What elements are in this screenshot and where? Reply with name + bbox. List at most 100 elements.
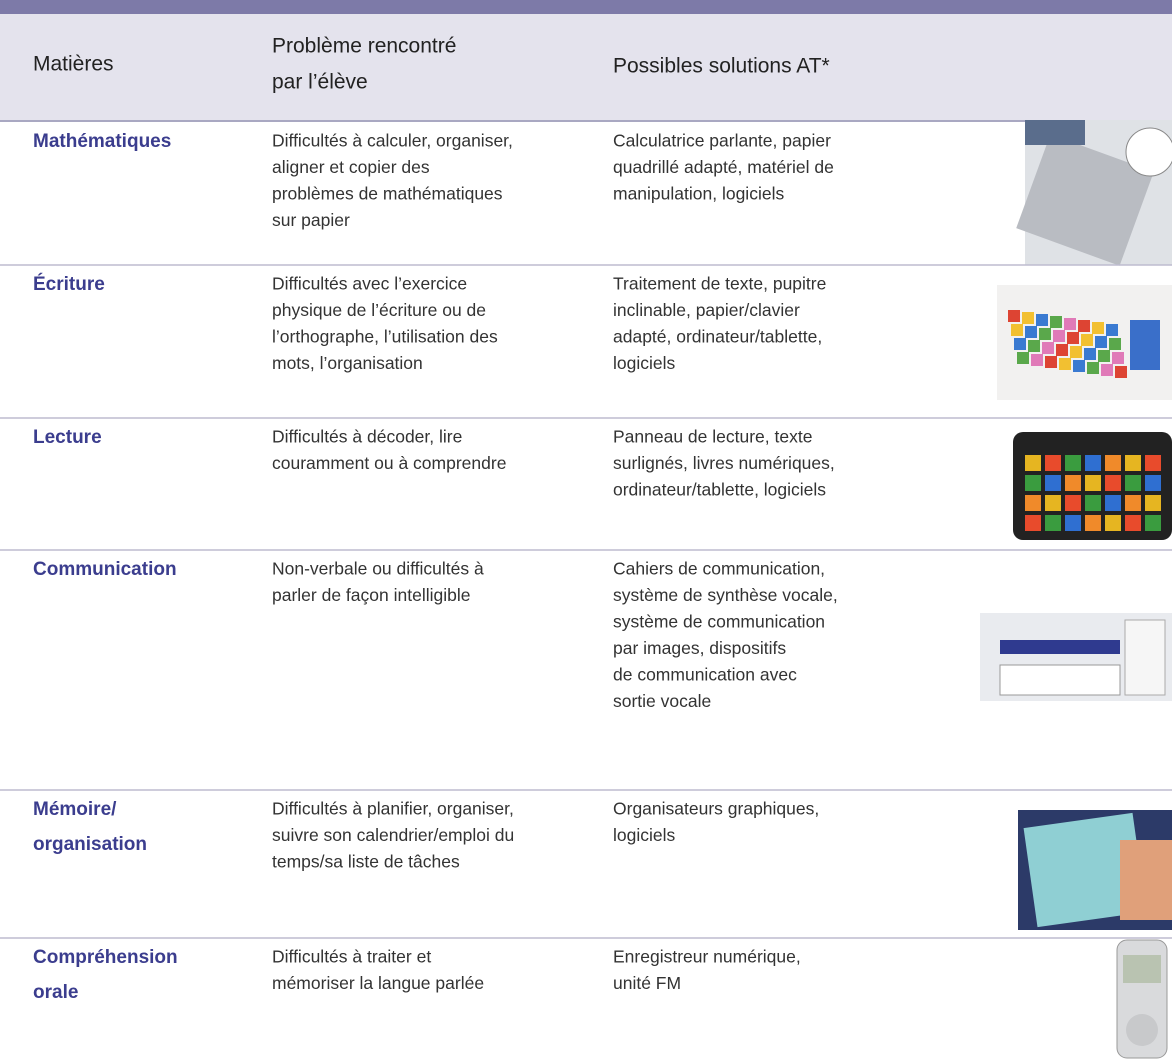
- table-row: Compréhension orale Difficultés à traiter …: [33, 939, 1168, 1059]
- image-part: [1085, 495, 1101, 511]
- table-row: Lecture Difficultés à décoder, lire couram…: [33, 427, 1172, 540]
- image-part: [1087, 362, 1099, 374]
- image-part: [1039, 328, 1051, 340]
- image-part: [1085, 515, 1101, 531]
- solution-text: adapté, ordinateur/tablette,: [613, 327, 822, 347]
- problem-text: Difficultés à traiter et: [272, 947, 431, 967]
- image-part: [1081, 334, 1093, 346]
- solution-text: Cahiers de communication,: [613, 559, 825, 579]
- image-part: [1045, 475, 1061, 491]
- header-label: Matières: [33, 53, 114, 76]
- solution-text: sortie vocale: [613, 691, 711, 711]
- problem-text: Difficultés à décoder, lire: [272, 427, 462, 447]
- image-part: [1059, 358, 1071, 370]
- problem-text: Non-verbale ou difficultés à: [272, 559, 484, 579]
- image-part: [1000, 640, 1120, 654]
- solution-text: quadrillé adapté, matériel de: [613, 157, 834, 177]
- image-part: [1101, 364, 1113, 376]
- image-part: [1025, 326, 1037, 338]
- problem-text: Difficultés à calculer, organiser,: [272, 131, 513, 151]
- top-band: [0, 0, 1172, 14]
- image-part: [1145, 475, 1161, 491]
- table-row: Mathématiques Difficultés à calculer, org…: [33, 120, 1172, 266]
- image-part: [1045, 495, 1061, 511]
- image-part: [1065, 515, 1081, 531]
- image-part: [1045, 455, 1061, 471]
- image-part: [1014, 338, 1026, 350]
- problem-text: temps/sa liste de tâches: [272, 852, 460, 872]
- image-part: [1095, 336, 1107, 348]
- solution-text: par images, dispositifs: [613, 638, 786, 658]
- header-label: par l’élève: [272, 71, 368, 94]
- image-part: [1098, 350, 1110, 362]
- solution-text: Traitement de texte, pupitre: [613, 274, 826, 294]
- image-part: [1125, 495, 1141, 511]
- problem-text: physique de l’écriture ou de: [272, 300, 486, 320]
- image-part: [1028, 340, 1040, 352]
- image-part: [1053, 330, 1065, 342]
- solution-text: logiciels: [613, 353, 675, 373]
- solution-text: surlignés, livres numériques,: [613, 453, 835, 473]
- problem-text: couramment ou à comprendre: [272, 453, 506, 473]
- image-part: [1112, 352, 1124, 364]
- problem-text: aligner et copier des: [272, 157, 430, 177]
- image-part: [1105, 515, 1121, 531]
- image-part: [1025, 495, 1041, 511]
- problem-text: parler de façon intelligible: [272, 585, 470, 605]
- header-label: Problème rencontré: [272, 35, 456, 58]
- table-row: Communication Non-verbale ou difficultés …: [33, 559, 1172, 711]
- image-part: [1123, 955, 1161, 983]
- image-part: [1045, 356, 1057, 368]
- image-part: [1056, 344, 1068, 356]
- image-part: [1105, 475, 1121, 491]
- solution-text: manipulation, logiciels: [613, 184, 784, 204]
- table-row: Écriture Difficultés avec l’exercice physi…: [33, 273, 1172, 400]
- subject: Mémoire/: [33, 799, 117, 820]
- image-part: [1025, 515, 1041, 531]
- image-part: [1145, 515, 1161, 531]
- image-part: [1042, 342, 1054, 354]
- problem-text: mots, l’organisation: [272, 353, 423, 373]
- solution-text: système de communication: [613, 612, 825, 632]
- subject: Mathématiques: [33, 131, 171, 152]
- problem-text: l’orthographe, l’utilisation des: [272, 327, 498, 347]
- image-part: [1025, 455, 1041, 471]
- image-part: [1022, 312, 1034, 324]
- image-part: [1124, 619, 1166, 696]
- problem-text: Difficultés à planifier, organiser,: [272, 799, 514, 819]
- image-part: [1106, 324, 1118, 336]
- image-part: [1073, 360, 1085, 372]
- image-part: [1085, 455, 1101, 471]
- image-part: [1084, 348, 1096, 360]
- header-background: [0, 14, 1172, 121]
- solution-text: Organisateurs graphiques,: [613, 799, 819, 819]
- image-part: [1025, 120, 1085, 145]
- image-part: [1016, 134, 1154, 266]
- solution-text: ordinateur/tablette, logiciels: [613, 480, 826, 500]
- image-part: [1125, 455, 1141, 471]
- image-part: [1025, 475, 1041, 491]
- problem-text: suivre son calendrier/emploi du: [272, 825, 514, 845]
- table-row: Mémoire/organisation Difficultés à planif…: [33, 799, 1172, 930]
- image-part: [999, 664, 1121, 696]
- image-part: [1115, 366, 1127, 378]
- image-part: [1008, 310, 1020, 322]
- solution-text: Panneau de lecture, texte: [613, 427, 812, 447]
- solution-text: système de synthèse vocale,: [613, 585, 838, 605]
- image-part: [1120, 840, 1172, 920]
- subject: Communication: [33, 559, 177, 580]
- image-part: [1078, 320, 1090, 332]
- image-part: [1031, 354, 1043, 366]
- image-part: [1125, 127, 1172, 177]
- problem-text: mémoriser la langue parlée: [272, 973, 484, 993]
- image-part: [1092, 322, 1104, 334]
- image-part: [1065, 475, 1081, 491]
- solution-text: inclinable, papier/clavier: [613, 300, 800, 320]
- image-part: [1105, 495, 1121, 511]
- image-part: [1065, 455, 1081, 471]
- solution-text: Enregistreur numérique,: [613, 947, 801, 967]
- image-part: [1145, 455, 1161, 471]
- subject: Lecture: [33, 427, 102, 448]
- image-part: [1036, 314, 1048, 326]
